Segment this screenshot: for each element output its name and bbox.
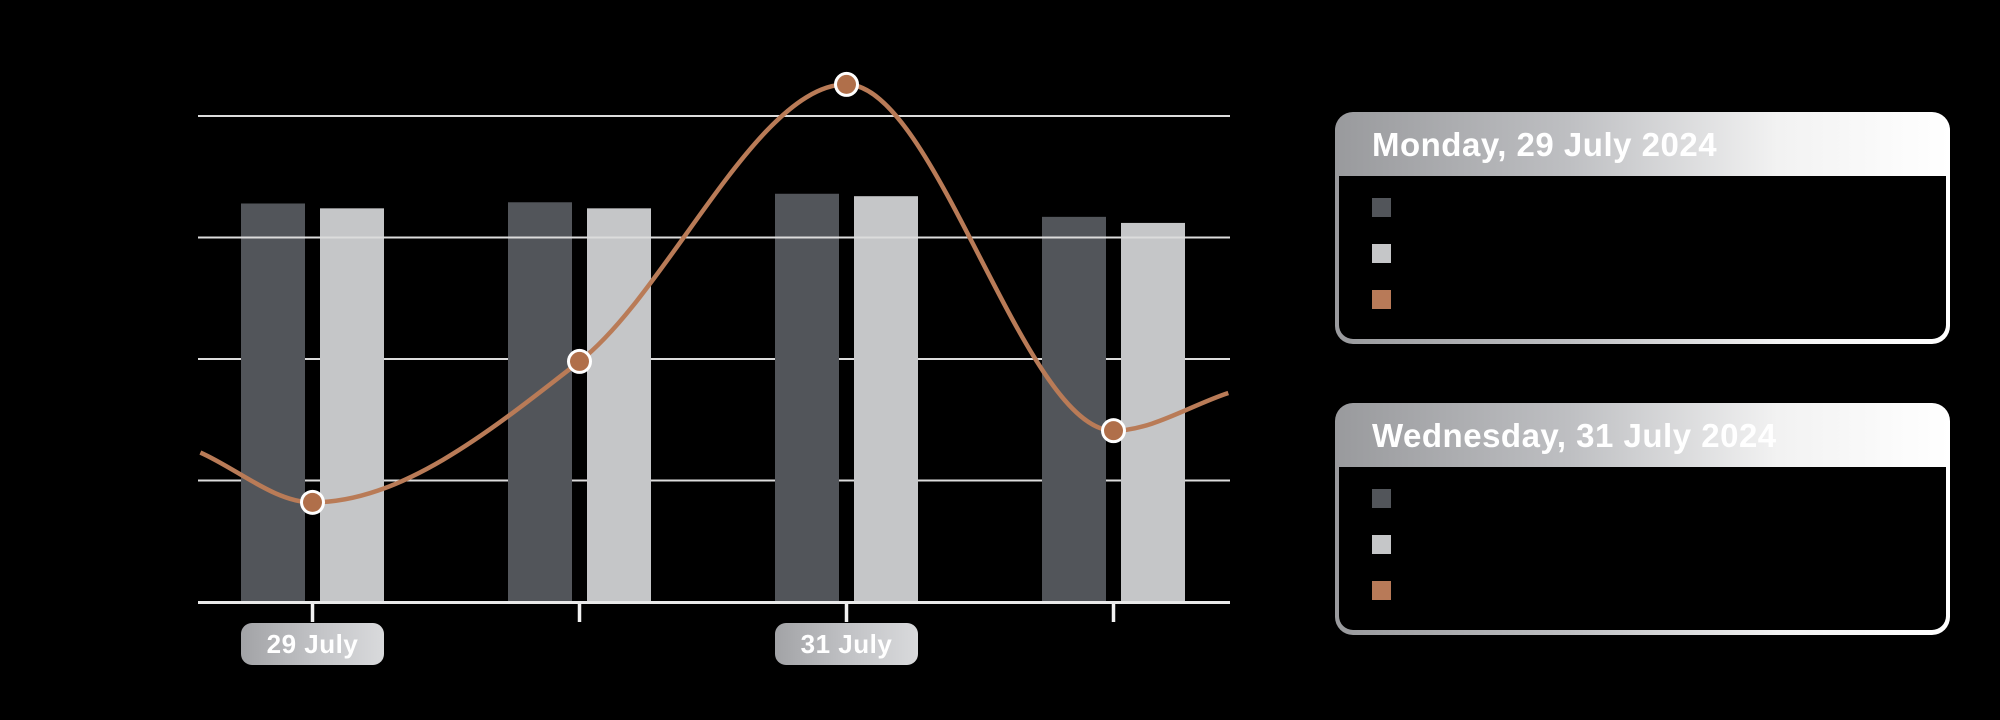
legend-line-swatch — [1372, 290, 1391, 309]
card-title-monday: Monday, 29 July 2024 — [1372, 126, 1718, 163]
info-card-monday: Monday, 29 July 2024 — [1335, 112, 1950, 344]
legend-light-bar-swatch — [1372, 535, 1391, 554]
dark-bars-1 — [508, 202, 572, 602]
line-dot-1 — [570, 351, 589, 371]
light-bars-2 — [854, 196, 918, 602]
card-title-wednesday: Wednesday, 31 July 2024 — [1372, 417, 1777, 454]
dark-bars-0 — [241, 203, 305, 603]
card-body-wednesday — [1339, 467, 1946, 630]
legend-light-bar-swatch — [1372, 244, 1391, 263]
light-bars-3 — [1121, 222, 1185, 603]
card-body-monday — [1339, 176, 1946, 339]
date-pill-31-july[interactable]: 31 July — [775, 623, 918, 665]
legend-line-swatch — [1372, 581, 1391, 600]
copper-line-path — [199, 82, 1230, 505]
date-pill-29-july[interactable]: 29 July — [241, 623, 384, 665]
line-dot-0 — [303, 492, 322, 512]
legend-dark-bar-swatch — [1372, 489, 1391, 508]
line-dot-2 — [837, 74, 856, 94]
info-card-wednesday: Wednesday, 31 July 2024 — [1335, 403, 1950, 635]
light-bars-1 — [587, 208, 651, 602]
light-bars-0 — [320, 208, 384, 602]
line-dot-3 — [1104, 421, 1123, 441]
legend-dark-bar-swatch — [1372, 198, 1391, 217]
dark-bars-2 — [775, 193, 839, 602]
